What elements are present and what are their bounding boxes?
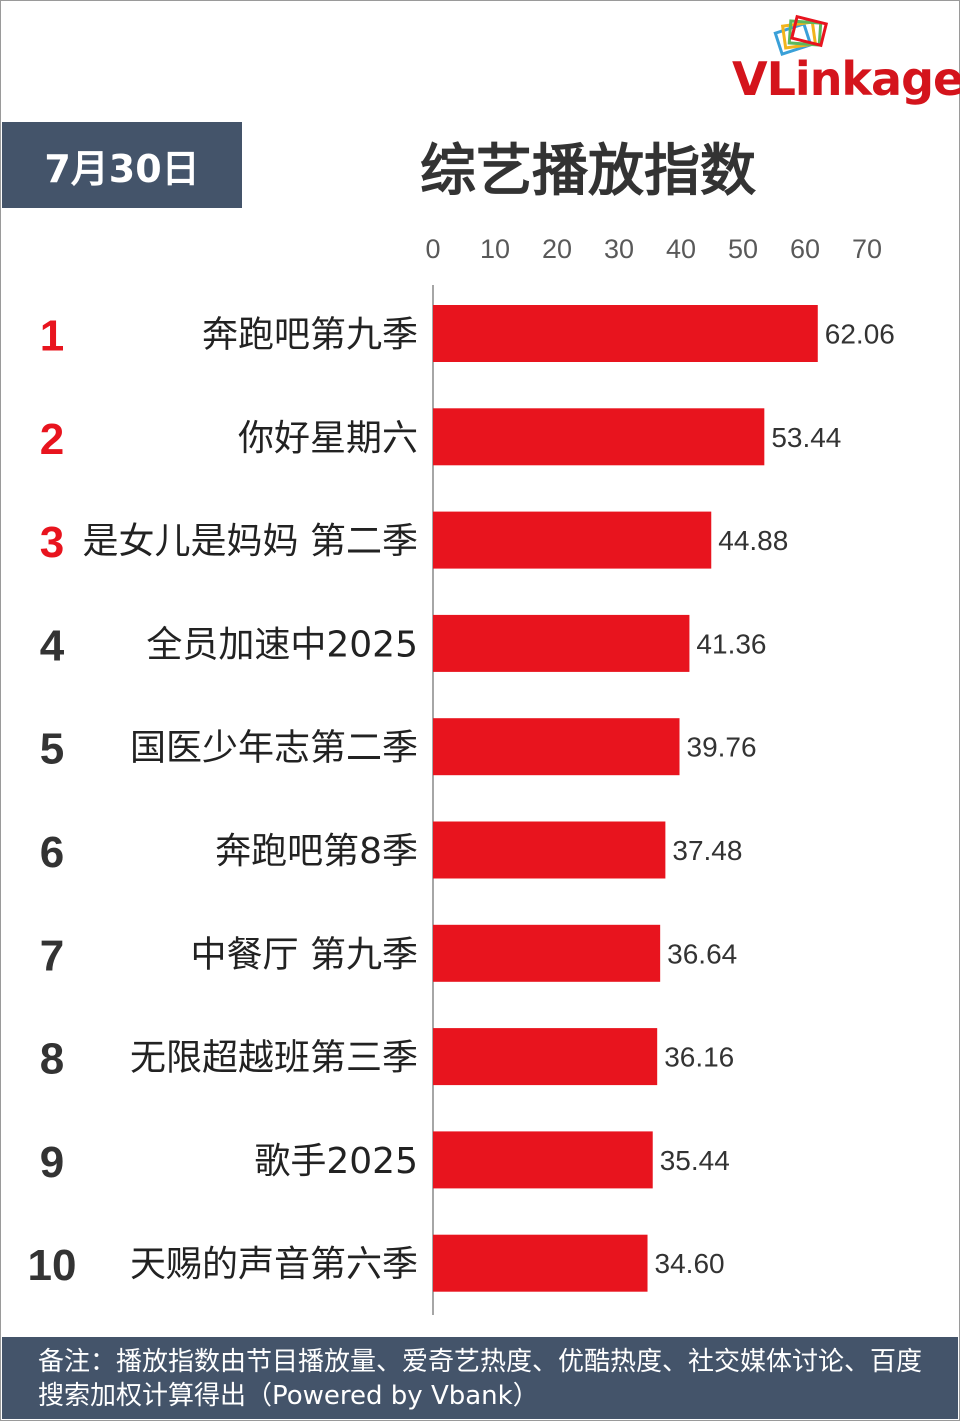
rank-number: 2 <box>40 415 64 464</box>
bar <box>433 511 712 569</box>
chart-title: 综艺播放指数 <box>420 139 756 204</box>
value-label: 37.48 <box>672 835 742 866</box>
bar <box>433 1234 648 1292</box>
value-label: 62.06 <box>825 319 895 350</box>
category-label: 你好星期六 <box>238 418 418 459</box>
logo-cards-icon <box>773 14 829 56</box>
x-tick-label: 10 <box>480 234 510 264</box>
bar <box>433 1131 653 1189</box>
bar-chart: 0 10 20 30 40 50 60 7062.06奔跑吧第九季153.44你好星期六244… <box>28 234 895 1315</box>
value-label: 39.76 <box>687 732 757 763</box>
x-tick-label: 50 <box>728 234 758 264</box>
rank-number: 10 <box>28 1241 77 1290</box>
category-label: 奔跑吧第九季 <box>202 315 418 356</box>
bar <box>433 821 666 879</box>
rank-number: 8 <box>40 1035 64 1084</box>
bar <box>433 305 818 362</box>
value-label: 36.64 <box>667 938 737 969</box>
value-label: 35.44 <box>660 1145 730 1176</box>
bar <box>433 614 690 672</box>
category-label: 全员加速中2025 <box>146 624 418 665</box>
value-label: 36.16 <box>664 1042 734 1073</box>
category-label: 国医少年志第二季 <box>130 728 418 769</box>
category-label: 是女儿是妈妈 第二季 <box>83 521 418 562</box>
rank-number: 9 <box>40 1138 64 1187</box>
x-tick-label: 70 <box>852 234 882 264</box>
rank-number: 3 <box>40 518 64 567</box>
x-tick-label: 20 <box>542 234 572 264</box>
category-label: 歌手2025 <box>254 1141 418 1182</box>
bar <box>433 924 661 982</box>
x-tick-label: 60 <box>790 234 820 264</box>
x-tick-label: 40 <box>666 234 696 264</box>
date-badge: 7月30日 <box>2 122 242 208</box>
value-label: 41.36 <box>696 628 766 659</box>
footer-note: 备注：播放指数由节目播放量、爱奇艺热度、优酷热度、社交媒体讨论、百度搜索加权计算… <box>2 1337 958 1419</box>
category-label: 中餐厅 第九季 <box>191 934 418 975</box>
category-label: 无限超越班第三季 <box>130 1038 418 1079</box>
category-label: 奔跑吧第8季 <box>215 831 418 872</box>
rank-number: 6 <box>40 828 64 877</box>
rank-number: 7 <box>40 931 64 980</box>
bar <box>433 718 680 776</box>
bar <box>433 1028 658 1086</box>
rank-number: 5 <box>40 725 64 774</box>
category-label: 天赐的声音第六季 <box>130 1244 418 1285</box>
logo-wordmark: VLinkage <box>732 52 960 106</box>
rank-number: 1 <box>40 312 64 361</box>
value-label: 53.44 <box>771 422 841 453</box>
rank-number: 4 <box>40 621 65 670</box>
value-label: 44.88 <box>718 525 788 556</box>
vlinkage-logo: VLinkage <box>716 14 960 108</box>
bar <box>433 408 765 466</box>
x-tick-label: 30 <box>604 234 634 264</box>
x-tick-label: 0 <box>425 234 440 264</box>
value-label: 34.60 <box>655 1248 725 1279</box>
